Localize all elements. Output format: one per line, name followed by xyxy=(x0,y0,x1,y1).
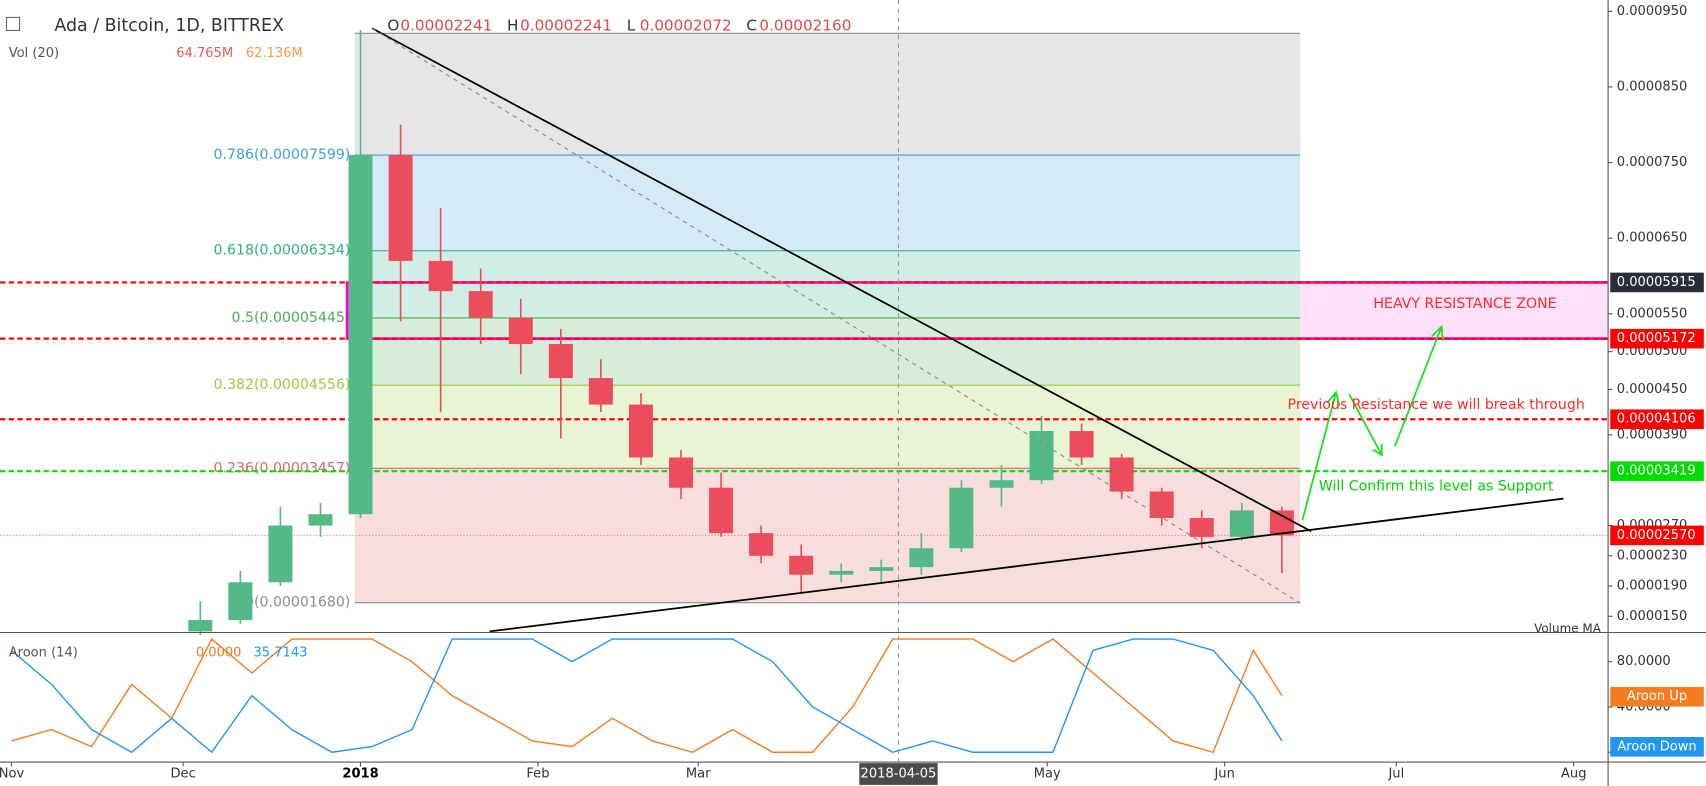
aroon-y-tick-label: 80.0000 xyxy=(1617,654,1671,669)
annotation: Will Confirm this level as Support xyxy=(1319,478,1554,494)
x-tick-label: Jun xyxy=(1213,767,1234,782)
candle-body xyxy=(1030,431,1054,480)
price-tag-label: 0.00004106 xyxy=(1617,412,1696,427)
candle-body xyxy=(869,567,893,571)
volume-value: 64.765M xyxy=(176,46,233,61)
fib-level-label: 0.382(0.00004556) xyxy=(214,377,351,393)
fib-band xyxy=(355,318,1300,385)
y-tick-label: 0.0000450 xyxy=(1617,382,1688,397)
x-tick-label: May xyxy=(1034,767,1061,782)
price-tag-label: 0.00003419 xyxy=(1617,464,1696,479)
candle-body xyxy=(429,261,453,291)
price-tag-label: 0.00005172 xyxy=(1617,331,1696,346)
candle-body xyxy=(1190,518,1214,537)
ohlc-value: 0.00002241 xyxy=(520,17,612,35)
candle-body xyxy=(349,155,373,514)
y-tick-label: 0.0000190 xyxy=(1617,579,1688,594)
candle-body xyxy=(268,526,292,583)
candle-body xyxy=(308,514,332,525)
fib-band xyxy=(355,251,1300,318)
fib-level-label: 0(0.00001680) xyxy=(245,595,350,611)
candle-body xyxy=(589,378,613,404)
candle-body xyxy=(989,480,1013,488)
candle-body xyxy=(389,155,413,261)
ohlc-value: 0.00002241 xyxy=(400,17,492,35)
candle-body xyxy=(629,405,653,458)
x-tick-label: Mar xyxy=(686,767,711,782)
candle-body xyxy=(1070,431,1094,457)
fib-level-label: 0.236(0.00003457) xyxy=(214,460,351,476)
candle-body xyxy=(1110,457,1134,491)
x-tick-label: Jul xyxy=(1387,767,1404,782)
chart: 0.786(0.00007599) 0.618(0.00006334) 0.5(0.… xyxy=(0,0,1706,786)
y-tick-label: 0.0000650 xyxy=(1617,231,1688,246)
candle-body xyxy=(789,556,813,575)
y-tick-label: 0.0000950 xyxy=(1617,4,1688,19)
candle-body xyxy=(829,571,853,575)
volume-name: Vol (20) xyxy=(9,46,59,61)
y-tick-label: 0.0000550 xyxy=(1617,306,1688,321)
candle-body xyxy=(669,457,693,487)
candle-body xyxy=(749,533,773,556)
candle-body xyxy=(549,344,573,378)
x-tick-label: Feb xyxy=(526,767,549,782)
legend-label: Aroon Up xyxy=(1627,689,1687,704)
fib-level-label: 0.618(0.00006334) xyxy=(214,243,351,259)
fib-level-label: 0.786(0.00007599) xyxy=(214,147,351,163)
symbol-title: Ada / Bitcoin, 1D, BITTREX xyxy=(54,16,284,36)
candle-body xyxy=(509,318,533,344)
crosshair-date-label: 2018-04-05 xyxy=(861,767,937,782)
zone-label: HEAVY RESISTANCE ZONE xyxy=(1373,296,1556,312)
candle-body xyxy=(949,488,973,548)
candle-body xyxy=(188,620,212,631)
candle-body xyxy=(228,582,252,620)
x-tick-label: 2018 xyxy=(342,767,378,782)
ohlc-key: H xyxy=(507,17,518,35)
price-tag-label: 0.00005915 xyxy=(1617,275,1696,290)
ohlc-value: 0.00002160 xyxy=(759,17,851,35)
aroon-up-readout: 0.0000 xyxy=(196,646,242,661)
fib-level-label: 0.5(0.00005445) xyxy=(232,310,351,326)
ohlc-key: L xyxy=(627,17,636,35)
ohlc-key: O xyxy=(387,17,399,35)
y-tick-label: 0.0000750 xyxy=(1617,155,1688,170)
x-tick-label: Aug xyxy=(1561,767,1586,782)
volume-ma-value: 62.136M xyxy=(246,46,303,61)
candle-body xyxy=(1150,492,1174,518)
y-tick-label: 0.0000230 xyxy=(1617,548,1688,563)
aroon-down-readout: 35.7143 xyxy=(254,646,308,661)
candle-body xyxy=(469,291,493,317)
y-tick-label: 0.0000150 xyxy=(1617,609,1688,624)
aroon-name: Aroon (14) xyxy=(9,646,78,661)
volume-ma-label: Volume MA xyxy=(1534,622,1602,636)
annotation: Previous Resistance we will break throug… xyxy=(1288,397,1585,413)
candle-body xyxy=(709,488,733,533)
y-tick-label: 0.0000850 xyxy=(1617,79,1688,94)
fib-band xyxy=(355,385,1300,468)
fib-band xyxy=(355,155,1300,251)
ohlc-value: 0.00002072 xyxy=(640,17,732,35)
legend-label: Aroon Down xyxy=(1617,739,1696,754)
candle-body xyxy=(1230,510,1254,536)
x-tick-label: Dec xyxy=(171,767,196,782)
candle-body xyxy=(909,548,933,567)
price-tag-label: 0.00002570 xyxy=(1617,528,1696,543)
x-tick-label: Nov xyxy=(0,767,24,782)
ohlc-key: C xyxy=(746,17,757,35)
y-tick-label: 0.0000390 xyxy=(1617,427,1688,442)
